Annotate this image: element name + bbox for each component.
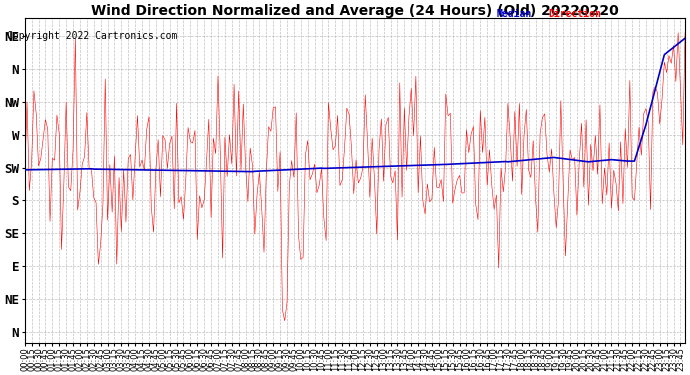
Title: Wind Direction Normalized and Average (24 Hours) (Old) 20220220: Wind Direction Normalized and Average (2… — [91, 4, 619, 18]
Text: Copyright 2022 Cartronics.com: Copyright 2022 Cartronics.com — [7, 32, 177, 41]
Text: Direction: Direction — [549, 9, 602, 19]
Text: Median: Median — [497, 9, 532, 19]
